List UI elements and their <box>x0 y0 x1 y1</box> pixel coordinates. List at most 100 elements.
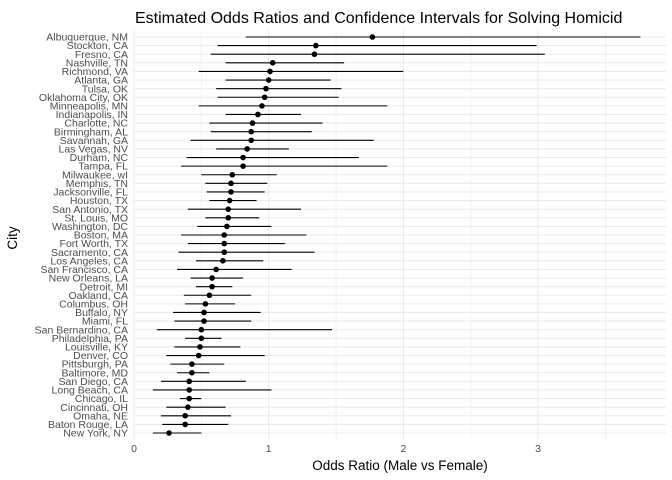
y-tick-label: New Orleans, LA <box>49 273 128 285</box>
odds-ratio-point <box>240 154 246 161</box>
odds-ratio-point <box>186 395 193 402</box>
y-tick-label: Louisville, KY <box>65 342 128 354</box>
odds-ratio-point <box>248 137 254 144</box>
y-tick-label: Baltimore, MD <box>61 367 128 379</box>
odds-ratio-point <box>225 206 232 212</box>
odds-ratio-point <box>255 111 261 118</box>
odds-ratio-point <box>225 214 232 221</box>
odds-ratio-point <box>209 275 215 281</box>
y-tick-label: San Bernardino, CA <box>35 324 128 336</box>
y-tick-label: New York, NY <box>63 428 128 440</box>
y-tick-label: Baton Rouge, LA <box>48 419 128 431</box>
y-tick-label: Birmingham, AL <box>54 126 128 138</box>
odds-ratio-point <box>221 240 228 247</box>
odds-ratio-point <box>240 163 246 169</box>
x-tick-label: 2 <box>400 443 406 455</box>
odds-ratio-point <box>182 412 188 419</box>
y-tick-label: Long Beach, CA <box>52 385 128 397</box>
odds-ratio-point <box>249 120 256 126</box>
odds-ratio-point <box>197 344 203 350</box>
odds-ratio-point <box>201 318 207 324</box>
y-tick-label: Milwaukee, wI <box>62 169 128 181</box>
x-tick-label: 3 <box>535 443 541 455</box>
y-tick-label: Indianapolis, IN <box>56 109 128 121</box>
odds-ratio-point <box>185 404 191 410</box>
odds-ratio-point <box>265 77 272 83</box>
y-tick-label: Charlotte, NC <box>64 118 128 130</box>
odds-ratio-point <box>186 387 193 393</box>
y-tick-label: San Antonio, TX <box>52 204 128 216</box>
odds-ratio-point <box>221 249 228 256</box>
odds-ratio-point <box>189 361 195 367</box>
odds-ratio-point <box>220 258 226 264</box>
y-tick-label: San Diego, CA <box>59 376 128 388</box>
y-tick-label: Savannah, GA <box>60 135 128 147</box>
odds-ratio-point <box>267 68 273 75</box>
odds-ratio-point <box>259 103 265 109</box>
y-tick-label: Jacksonville, FL <box>53 187 128 199</box>
odds-ratio-point <box>313 42 319 49</box>
odds-ratio-point <box>198 335 205 342</box>
y-tick-label: Fresno, CA <box>75 49 128 61</box>
y-tick-label: Albuquerque, NM <box>46 32 128 44</box>
y-tick-label: Minneapolis, MN <box>50 100 128 112</box>
y-tick-label: Memphis, TN <box>66 178 128 190</box>
odds-ratio-point <box>369 34 376 40</box>
odds-ratio-point <box>195 352 202 359</box>
odds-ratio-point <box>206 292 213 299</box>
y-tick-label: Denver, CO <box>73 350 128 362</box>
y-tick-label: Nashville, TN <box>66 57 128 69</box>
odds-ratio-point <box>202 301 209 307</box>
odds-ratio-point <box>228 189 234 195</box>
odds-ratio-point <box>213 266 219 273</box>
y-tick-label: Cincinnati, OH <box>60 402 128 414</box>
odds-ratio-point <box>228 180 234 187</box>
odds-ratio-point <box>263 85 269 92</box>
odds-ratio-point <box>244 146 250 152</box>
odds-ratio-point <box>198 326 205 333</box>
y-tick-label: Omaha, NE <box>73 410 128 422</box>
y-tick-label: Washington, DC <box>52 221 128 233</box>
y-tick-label: San Francisco, CA <box>40 264 128 276</box>
y-tick-label: Pittsburgh, PA <box>62 359 128 371</box>
y-axis-title: City <box>5 226 20 249</box>
y-tick-label: Sacramento, CA <box>51 247 128 259</box>
odds-ratio-point <box>224 223 230 230</box>
y-tick-label: Columbus, OH <box>59 298 128 310</box>
odds-ratio-point <box>182 421 188 428</box>
odds-ratio-point <box>209 283 215 290</box>
odds-ratio-point <box>248 128 254 135</box>
y-tick-label: Buffalo, NY <box>75 307 128 319</box>
y-tick-label: St. Louis, MO <box>64 212 128 224</box>
y-tick-label: Atlanta, GA <box>74 75 128 87</box>
odds-ratio-point <box>229 171 236 178</box>
odds-ratio-point <box>221 232 228 238</box>
x-tick-label: 0 <box>131 443 137 455</box>
y-tick-label: Oklahoma City, OK <box>39 92 128 104</box>
odds-ratio-point <box>261 94 268 101</box>
y-tick-label: Richmond, VA <box>62 66 128 78</box>
x-tick-label: 1 <box>266 443 272 455</box>
odds-ratio-point <box>189 369 195 376</box>
y-tick-label: Las Vegas, NV <box>59 144 128 156</box>
y-tick-label: Houston, TX <box>70 195 128 207</box>
y-tick-label: Oakland, CA <box>68 290 128 302</box>
y-tick-label: Detroit, MI <box>80 281 128 293</box>
odds-ratio-point <box>186 378 193 385</box>
y-tick-label: Philadelphia, PA <box>52 333 128 345</box>
y-tick-label: Tampa, FL <box>78 161 128 173</box>
y-tick-label: Chicago, IL <box>75 393 128 405</box>
y-tick-label: Fort Worth, TX <box>60 238 128 250</box>
odds-ratio-point <box>226 197 233 204</box>
y-tick-label: Stockton, CA <box>67 40 128 52</box>
chart-title: Estimated Odds Ratios and Confidence Int… <box>135 10 622 27</box>
odds-ratio-point <box>311 51 318 58</box>
y-tick-label: Tulsa, OK <box>82 83 128 95</box>
y-tick-label: Boston, MA <box>74 230 128 242</box>
y-tick-label: Miami, FL <box>82 316 128 328</box>
x-axis-title: Odds Ratio (Male vs Female) <box>312 458 488 473</box>
odds-ratio-point <box>201 309 207 316</box>
odds-ratio-point <box>166 430 172 436</box>
